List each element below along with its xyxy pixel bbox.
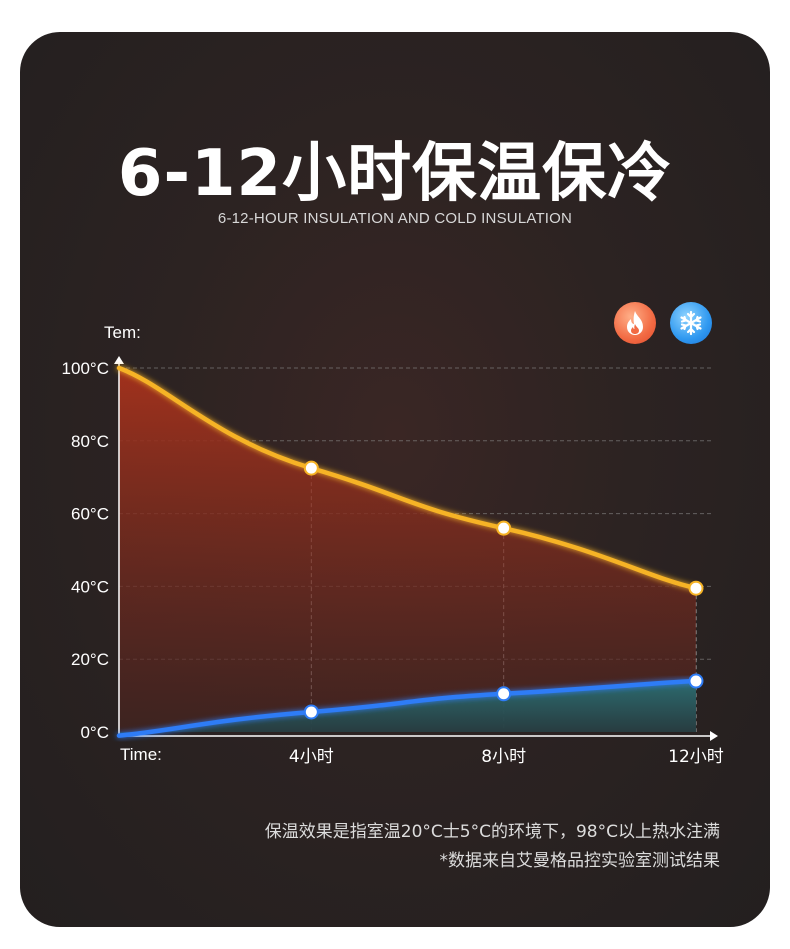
y-tick-label: 60°C (71, 505, 109, 524)
fire-icon (614, 302, 656, 344)
cold-point (303, 704, 319, 720)
hot-line (116, 365, 699, 591)
cold-area (119, 681, 696, 736)
cold-point (496, 686, 512, 702)
x-tick-label: 4小时 (289, 747, 334, 767)
x-axis-arrow (710, 731, 718, 741)
y-tick-label: 100°C (62, 359, 109, 378)
hot-point (688, 580, 704, 596)
snowflake-icon (670, 302, 712, 344)
hot-point (303, 460, 319, 476)
y-tick-label: 20°C (71, 650, 109, 669)
y-axis-arrow (114, 356, 124, 364)
cold-point (688, 673, 704, 689)
cold-line (116, 678, 699, 738)
x-tick-label: 8小时 (481, 747, 526, 767)
footnote-line-1: 保温效果是指室温20°C士5°C的环境下，98°C以上热水注满 (264, 822, 720, 842)
hot-area (119, 368, 696, 732)
x-axis-title: Time: (120, 745, 162, 764)
y-tick-label: 80°C (71, 432, 109, 451)
page-subtitle: 6-12-HOUR INSULATION AND COLD INSULATION (217, 210, 573, 227)
y-tick-label: 40°C (71, 577, 109, 596)
hot-point (496, 520, 512, 536)
page-title: 6-12小时保温保冷 (117, 137, 673, 211)
footnote-line-2: *数据来自艾曼格品控实验室测试结果 (439, 851, 721, 871)
footnotes: 保温效果是指室温20°C士5°C的环境下，98°C以上热水注满 *数据来自艾曼格… (265, 818, 720, 876)
y-axis-title: Tem: (104, 323, 141, 342)
y-tick-label: 0°C (80, 723, 109, 742)
x-tick-label: 12小时 (668, 747, 724, 767)
